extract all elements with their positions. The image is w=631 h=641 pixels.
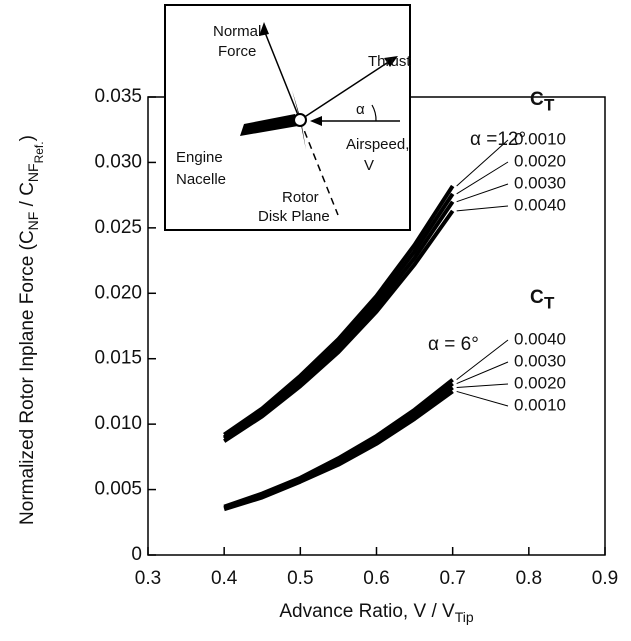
x-tick-label: 0.9 <box>592 568 618 589</box>
y-tick-label: 0 <box>131 544 142 565</box>
group-label: α =12° <box>470 129 526 150</box>
label-part: Ref. <box>32 141 46 163</box>
label-part: NF <box>25 163 41 182</box>
disk-plane-line <box>299 119 339 216</box>
thrust-arrow <box>299 60 391 121</box>
x-tick-label: 0.5 <box>287 568 313 589</box>
x-tick-label: 0.6 <box>363 568 389 589</box>
legend-label: 0.0010 <box>514 129 566 148</box>
leader-line <box>456 205 509 212</box>
leader-line <box>456 390 509 407</box>
inset-label: V <box>364 157 374 174</box>
alpha-arc <box>371 104 377 122</box>
ct-sub: T <box>544 293 555 312</box>
inset-label: Nacelle <box>176 171 226 188</box>
x-tick-label: 0.8 <box>516 568 542 589</box>
label-part: Tip <box>455 609 474 625</box>
leader-line <box>456 161 509 195</box>
leader-line <box>456 339 509 381</box>
curve <box>223 200 455 441</box>
inset-label: Disk Plane <box>258 208 330 225</box>
y-tick-label: 0.030 <box>94 151 142 172</box>
y-tick-label: 0.035 <box>94 86 142 107</box>
ct-sub: T <box>544 95 555 114</box>
curve <box>223 389 454 512</box>
normal-force-arrow <box>263 29 301 121</box>
leader-line <box>456 361 509 385</box>
inset-label: Rotor <box>282 189 319 206</box>
inset-label: Force <box>218 43 256 60</box>
hub <box>293 113 307 127</box>
x-tick-label: 0.4 <box>211 568 238 589</box>
group-label: α = 6° <box>428 334 479 355</box>
arrow-head <box>310 116 322 126</box>
leader-line <box>456 383 509 389</box>
y-tick-label: 0.020 <box>94 282 142 303</box>
inset-label: α <box>356 101 365 118</box>
leader-line <box>456 139 509 187</box>
legend-label: 0.0020 <box>514 151 566 170</box>
ct-label: C <box>530 287 544 308</box>
inset-label: Normal <box>213 23 261 40</box>
label-part: NF <box>25 212 41 231</box>
engine-nacelle <box>240 114 298 136</box>
curve <box>223 378 454 509</box>
x-tick-label: 0.7 <box>439 568 465 589</box>
leader-line <box>456 183 509 203</box>
ct-label: C <box>530 89 544 110</box>
curve <box>223 382 454 510</box>
y-tick-label: 0.025 <box>94 217 142 238</box>
label-part: / C <box>17 182 38 212</box>
curve <box>223 209 455 443</box>
arrow-head <box>259 22 269 36</box>
label-part: ) <box>17 135 38 141</box>
y-axis-label: Normalized Rotor Inplane Force (CNF / CN… <box>17 135 46 525</box>
legend-label: 0.0030 <box>514 351 566 370</box>
curve <box>223 184 455 437</box>
label-part: Advance Ratio, V / V <box>279 601 455 622</box>
inset-diagram: Normal Force Thrust α Engine Nacelle Air… <box>164 4 411 231</box>
arrow-head <box>384 56 398 67</box>
curve <box>223 192 455 439</box>
x-tick-label: 0.3 <box>135 568 161 589</box>
y-tick-label: 0.005 <box>94 479 142 500</box>
label-part: Normalized Rotor Inplane Force (C <box>17 230 38 525</box>
legend-label: 0.0040 <box>514 329 566 348</box>
legend-label: 0.0020 <box>514 373 566 392</box>
x-axis-label: Advance Ratio, V / VTip <box>279 601 473 625</box>
inset-label: Airspeed, <box>346 136 409 153</box>
inset-label: Thrust <box>368 53 411 70</box>
legend-label: 0.0010 <box>514 395 566 414</box>
legend-label: 0.0030 <box>514 173 566 192</box>
y-tick-label: 0.015 <box>94 348 142 369</box>
inset-label: Engine <box>176 149 223 166</box>
y-tick-label: 0.010 <box>94 413 142 434</box>
legend-label: 0.0040 <box>514 195 566 214</box>
